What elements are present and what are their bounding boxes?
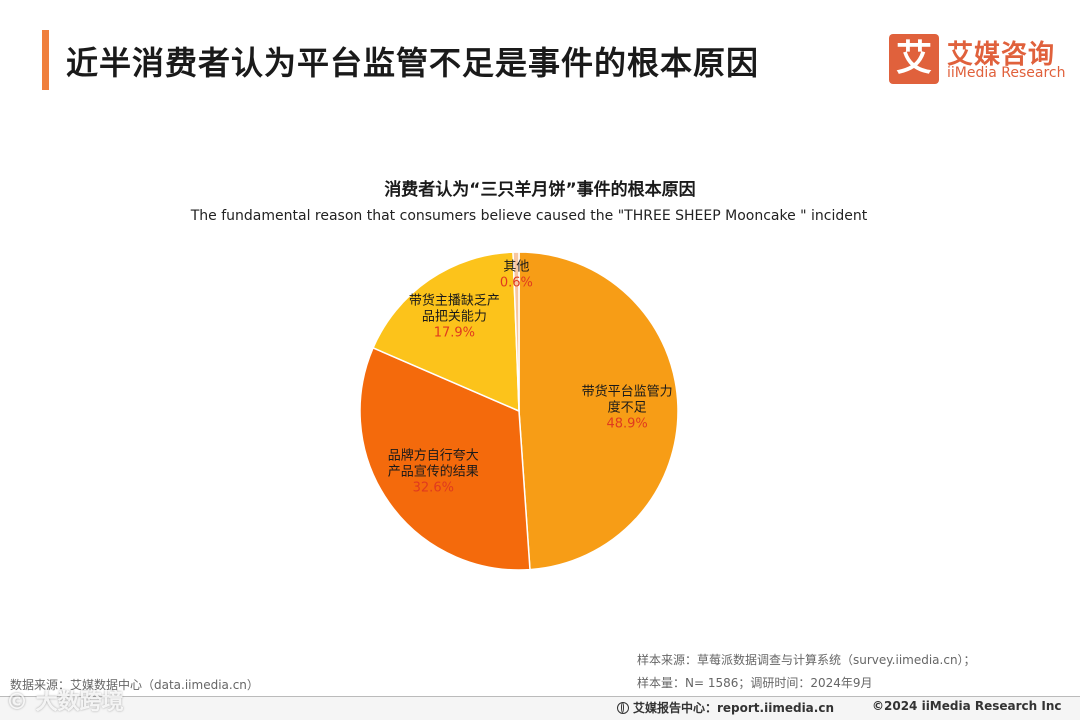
pie-slice-1 bbox=[518, 251, 679, 571]
logo-name-en: iiMedia Research bbox=[947, 65, 1066, 81]
sample-size: 样本量：N= 1586；调研时间：2024年9月 bbox=[637, 676, 873, 690]
pie-slices bbox=[359, 251, 679, 571]
report-center-link[interactable]: 艾媒报告中心：report.iimedia.cn bbox=[617, 699, 834, 716]
pie-label-2-line-2: 产品宣传的结果 bbox=[388, 464, 479, 480]
pie-slice-4 bbox=[512, 251, 520, 412]
pie-label-3-line-1: 带货主播缺乏产 bbox=[409, 293, 500, 309]
pie-value-4: 0.6% bbox=[500, 275, 533, 290]
pie-label-4-line-1: 其他 bbox=[503, 259, 529, 274]
pie-value-1: 48.9% bbox=[606, 416, 647, 431]
pie-value-2: 32.6% bbox=[413, 481, 454, 496]
logo-name-cn: 艾媒咨询 bbox=[947, 40, 1056, 70]
watermark: © 大数跨境 bbox=[6, 690, 124, 715]
footer-divider bbox=[0, 696, 1080, 697]
footer-band bbox=[0, 697, 1080, 720]
copyright: ©2024 iiMedia Research Inc bbox=[872, 699, 1062, 713]
data-source: 数据来源：艾媒数据中心（data.iimedia.cn） bbox=[10, 678, 259, 692]
chart-title: 消费者认为“三只羊月饼”事件的根本原因 bbox=[384, 180, 696, 200]
pie-slice-3 bbox=[372, 251, 520, 413]
globe-icon bbox=[617, 702, 629, 714]
pie-slice-2 bbox=[359, 346, 531, 571]
iimedia-logo: 艾 艾媒咨询 iiMedia Research bbox=[889, 34, 1069, 84]
pie-value-3: 17.9% bbox=[434, 326, 475, 341]
sample-source: 样本来源：草莓派数据调查与计算系统（survey.iimedia.cn）； bbox=[637, 653, 976, 667]
pie-label-1-line-1: 带货平台监管力 bbox=[582, 383, 673, 399]
pie-label-1-line-2: 度不足 bbox=[608, 399, 647, 415]
chart-subtitle: The fundamental reason that consumers be… bbox=[190, 208, 868, 224]
title-accent-bar bbox=[42, 30, 49, 90]
report-center-text: 艾媒报告中心：report.iimedia.cn bbox=[633, 701, 834, 715]
logo-mark-icon: 艾 bbox=[889, 34, 939, 84]
page-title: 近半消费者认为平台监管不足是事件的根本原因 bbox=[66, 44, 760, 82]
pie-label-2-line-1: 品牌方自行夸大 bbox=[388, 448, 479, 464]
pie-label-3-line-2: 品把关能力 bbox=[422, 310, 487, 325]
